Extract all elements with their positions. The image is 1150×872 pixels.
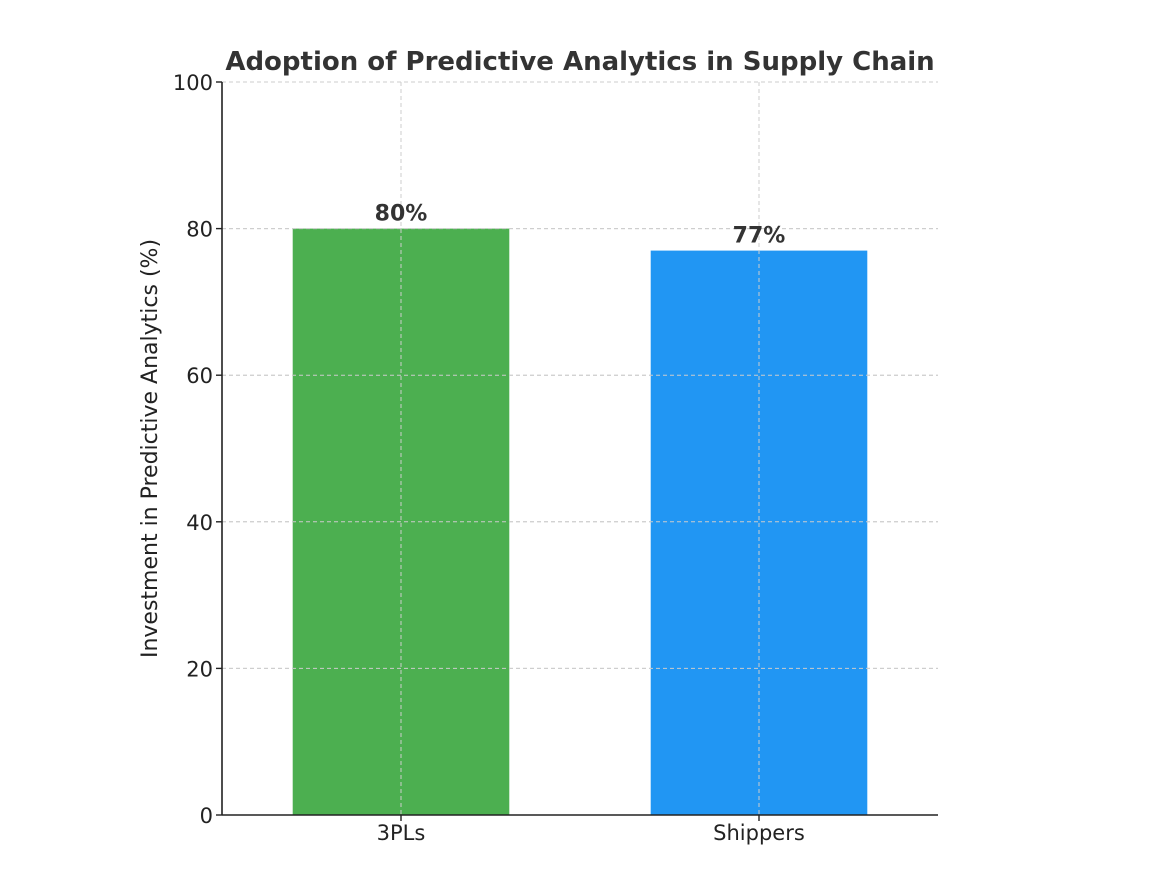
bars [222,81,938,816]
x-tick-label: Shippers [713,821,805,845]
y-axis-title: Investment in Predictive Analytics (%) [138,239,163,658]
axes [221,82,938,816]
data-label: 77% [733,224,786,249]
y-tick-label: 20 [186,657,213,681]
y-tick-label: 100 [173,71,213,95]
y-tick-label: 80 [186,218,213,242]
y-tick-label: 60 [186,364,213,388]
x-ticks: 3PLs Shippers [377,815,805,845]
data-label: 80% [375,202,428,227]
x-tick-label: 3PLs [377,821,426,845]
y-ticks: 0 20 40 60 80 100 [173,71,222,828]
y-tick-label: 40 [186,511,213,535]
chart-title: Adoption of Predictive Analytics in Supp… [225,47,934,77]
y-tick-label: 0 [200,804,213,828]
data-labels: 80% 77% [375,202,786,249]
